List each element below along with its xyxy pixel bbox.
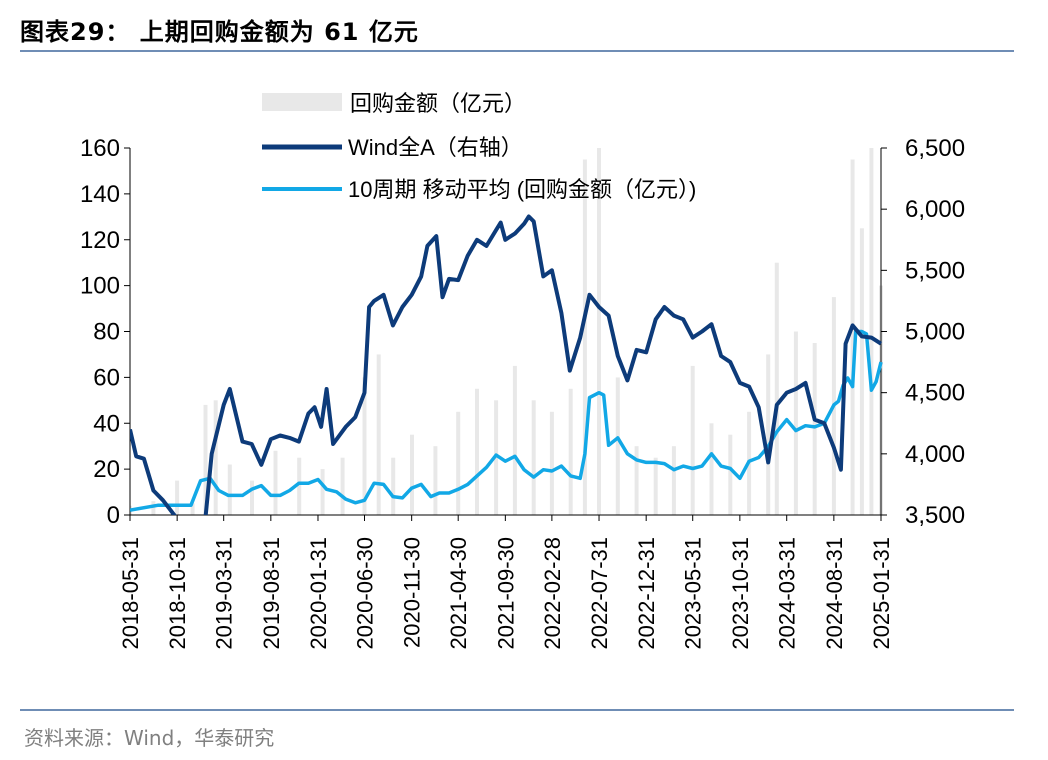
- left-tick-label-2: 40: [93, 410, 120, 437]
- bar-27: [634, 446, 639, 515]
- source-note: 资料来源：Wind，华泰研究: [24, 726, 275, 750]
- x-tick-label-10: 2022-07-31: [587, 537, 612, 650]
- ma-line: [130, 329, 883, 512]
- bar-18: [475, 388, 479, 515]
- legend-swatch-bar: [262, 93, 342, 111]
- left-tick-label-3: 60: [93, 364, 120, 391]
- footer-rule: [20, 709, 1014, 711]
- bar-40: [859, 228, 864, 515]
- bar-21: [531, 400, 536, 515]
- x-tick-label-0: 2018-05-31: [118, 537, 143, 650]
- bar-24: [582, 159, 587, 515]
- bar-13: [376, 354, 381, 515]
- bar-15: [410, 434, 414, 515]
- title-rule: [20, 50, 1014, 52]
- bar-8: [273, 450, 278, 515]
- left-tick-label-0: 0: [107, 502, 120, 529]
- legend-label-bar: 回购金额（亿元）: [350, 91, 526, 116]
- bar-4: [203, 404, 208, 515]
- bar-1: [151, 501, 156, 515]
- bar-30: [690, 365, 695, 515]
- x-tick-label-13: 2023-10-31: [728, 537, 753, 650]
- bar-23: [568, 388, 573, 515]
- x-tick-label-5: 2020-06-30: [353, 537, 378, 650]
- x-tick-label-6: 2020-11-30: [400, 537, 425, 648]
- x-tick-label-8: 2021-09-30: [493, 537, 518, 650]
- left-tick-label-8: 160: [80, 135, 120, 162]
- x-tick-label-7: 2021-04-30: [446, 537, 471, 650]
- bar-28: [653, 457, 658, 515]
- bar-20: [512, 365, 517, 515]
- bar-35: [774, 262, 779, 515]
- legend-label-wind: Wind全A（右轴）: [348, 135, 523, 160]
- right-tick-label-4: 5,500: [905, 257, 965, 284]
- bar-31: [709, 423, 714, 515]
- x-tick-label-11: 2022-12-31: [634, 537, 659, 650]
- bar-6: [227, 464, 232, 515]
- figure-title: 图表29： 上期回购金额为 61 亿元: [20, 18, 419, 46]
- x-tick-label-16: 2025-01-31: [869, 537, 894, 650]
- left-tick-label-5: 100: [80, 273, 120, 300]
- left-tick-label-6: 120: [80, 227, 120, 254]
- left-tick-label-1: 20: [93, 456, 120, 483]
- x-tick-label-3: 2019-08-31: [259, 537, 284, 650]
- bar-10: [320, 469, 325, 515]
- bar-22: [549, 411, 554, 515]
- x-tick-label-2: 2019-03-31: [212, 537, 237, 650]
- left-tick-label-7: 140: [80, 181, 120, 208]
- right-tick-label-1: 4,000: [905, 441, 965, 468]
- axes-layer: 0 20 40 60 80 100 120 140 160 3,500 4,000 4,500 5,00…: [80, 135, 965, 650]
- bar-7: [250, 480, 254, 515]
- bar-16: [433, 446, 438, 515]
- x-tick-label-12: 2023-05-31: [681, 537, 706, 650]
- bar-32: [728, 434, 733, 515]
- bar-25: [597, 148, 601, 515]
- bar-3: [190, 503, 195, 515]
- bar-37: [812, 343, 817, 515]
- right-tick-label-6: 6,500: [905, 135, 965, 162]
- lines-layer: [130, 214, 883, 515]
- right-tick-label-2: 4,500: [905, 380, 965, 407]
- left-tick-label-4: 80: [93, 319, 120, 346]
- bar-36: [793, 331, 798, 515]
- x-tick-label-1: 2018-10-31: [165, 537, 190, 650]
- chart-area: 0 20 40 60 80 100 120 140 160 3,500 4,000 4,500 5,00…: [80, 91, 965, 650]
- bar-26: [615, 377, 620, 515]
- bar-5: [213, 400, 218, 515]
- legend-label-ma: 10周期 移动平均 (回购金额（亿元）): [348, 177, 696, 202]
- bar-14: [391, 457, 396, 515]
- bar-41: [869, 148, 874, 515]
- right-tick-label-5: 6,000: [905, 196, 965, 223]
- bar-9: [297, 457, 302, 515]
- x-tick-label-14: 2024-03-31: [775, 537, 800, 650]
- x-tick-label-15: 2024-08-31: [822, 537, 847, 650]
- wind-line: [130, 214, 883, 515]
- x-tick-label-9: 2022-02-28: [540, 537, 565, 650]
- bar-29: [671, 446, 676, 515]
- legend: 回购金额（亿元） Wind全A（右轴） 10周期 移动平均 (回购金额（亿元）): [262, 91, 696, 202]
- right-tick-label-0: 3,500: [905, 502, 965, 529]
- bar-34: [766, 354, 771, 515]
- bar-11: [340, 457, 345, 515]
- right-tick-label-3: 5,000: [905, 319, 965, 346]
- bar-17: [456, 411, 461, 515]
- bar-2: [175, 480, 180, 515]
- bar-12: [362, 377, 367, 515]
- x-tick-label-4: 2020-01-31: [306, 537, 331, 650]
- bar-39: [850, 159, 855, 515]
